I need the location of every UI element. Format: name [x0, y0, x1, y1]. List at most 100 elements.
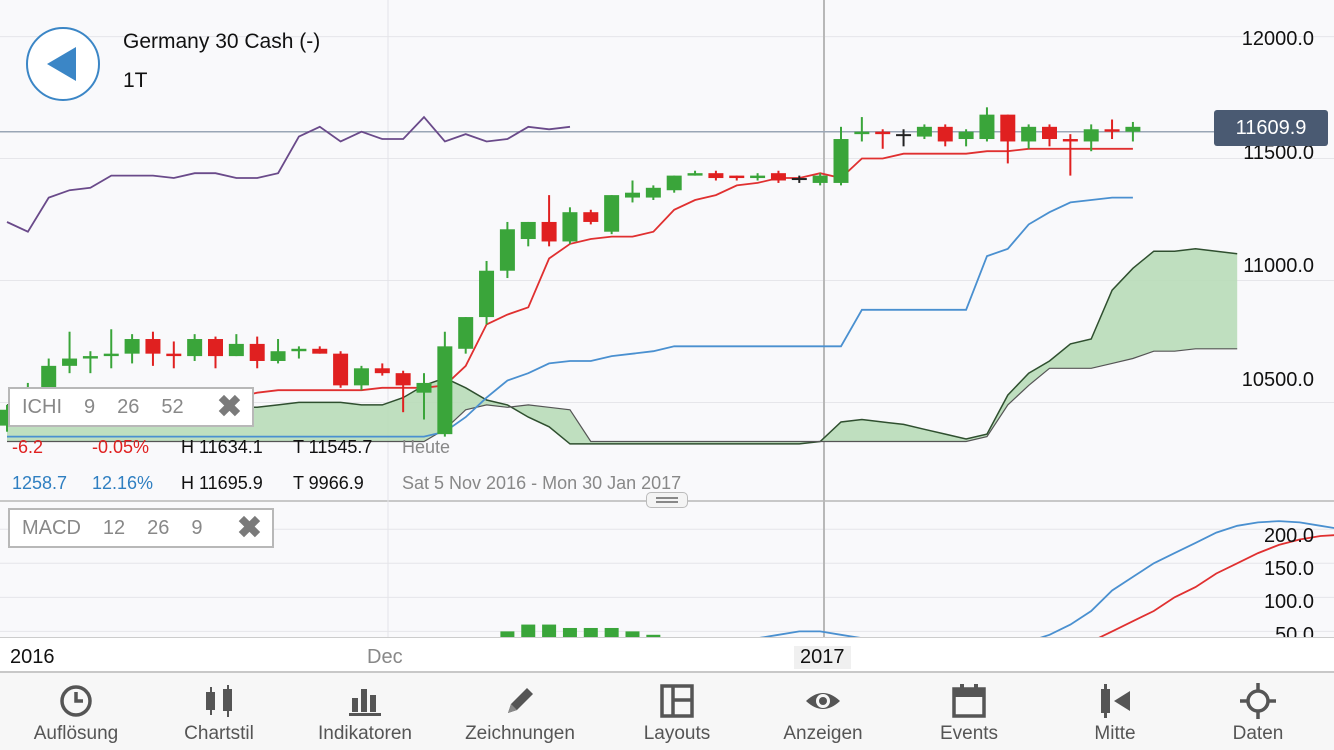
- toolbar-label: Layouts: [643, 723, 711, 744]
- eye-icon: [806, 693, 840, 709]
- candle-body: [541, 221, 557, 242]
- candle-body: [374, 368, 390, 374]
- candle-body: [145, 339, 161, 354]
- macd-signal-line: [1096, 534, 1334, 638]
- candle-body: [208, 339, 223, 357]
- back-button[interactable]: [26, 27, 100, 101]
- macd-line: [755, 520, 1334, 638]
- senkou-span-b-line: [7, 348, 1238, 443]
- candle-body: [791, 178, 807, 181]
- indicator-param: 26: [147, 516, 170, 539]
- today-range: Heute: [402, 437, 451, 457]
- period-range: Sat 5 Nov 2016 - Mon 30 Jan 2017: [402, 473, 682, 493]
- timeframe-label[interactable]: 1T: [123, 69, 148, 92]
- candle-body: [875, 131, 891, 135]
- macd-histogram-bar: [542, 624, 557, 640]
- bottom-toolbar: Auflösung Chartstil Indikatoren Zeichnun…: [0, 671, 1334, 750]
- macd-histogram-bar: [604, 627, 619, 640]
- pane-resize-handle[interactable]: [646, 492, 688, 508]
- candle-body: [124, 339, 140, 354]
- macd-histogram-bar: [500, 631, 515, 640]
- candle-body: [958, 131, 974, 140]
- price-chart[interactable]: [0, 0, 1334, 670]
- candle-body: [1104, 129, 1120, 132]
- candle-body: [479, 270, 495, 318]
- toolbar-daten[interactable]: Daten: [1184, 673, 1332, 750]
- candle-body: [562, 212, 578, 242]
- today-high: H 11634.1: [181, 437, 263, 457]
- time-axis-label: Dec: [367, 646, 403, 668]
- toolbar-indikatoren[interactable]: Indikatoren: [291, 673, 439, 750]
- candle-body: [291, 348, 307, 352]
- candle-body: [625, 192, 640, 198]
- calendar-icon: [952, 684, 986, 718]
- indicator-param: 12: [102, 516, 126, 539]
- current-price-badge: 11609.9: [1214, 110, 1328, 146]
- price-axis-label: 12000.0: [1241, 28, 1314, 50]
- candle-body: [458, 317, 474, 349]
- toolbar-layouts[interactable]: Layouts: [603, 673, 751, 750]
- candle-body: [499, 229, 515, 271]
- candle-body: [854, 131, 870, 135]
- candle-body: [916, 126, 932, 137]
- toolbar-label: Daten: [1232, 723, 1284, 744]
- macd-axis-label: 100.0: [1263, 591, 1314, 613]
- candle-body: [1000, 114, 1016, 142]
- layout-icon: [660, 684, 694, 718]
- candle-body: [249, 343, 265, 361]
- indicator-name: MACD: [22, 516, 81, 539]
- toolbar-chartstil[interactable]: Chartstil: [145, 673, 293, 750]
- close-icon[interactable]: ✖: [236, 511, 262, 545]
- candle-body: [103, 353, 119, 357]
- toolbar-label: Indikatoren: [317, 723, 412, 744]
- toolbar-label: Anzeigen: [783, 723, 863, 744]
- crosshair-icon: [1240, 683, 1276, 719]
- candle-body: [416, 382, 432, 393]
- toolbar-aufloesung[interactable]: Auflösung: [2, 673, 150, 750]
- macd-axis-label: 200.0: [1263, 525, 1314, 547]
- candle-body: [270, 351, 286, 361]
- candle-body: [833, 139, 849, 183]
- candle-body: [41, 365, 57, 388]
- macd-histogram-bar: [562, 627, 577, 640]
- toolbar-events[interactable]: Events: [895, 673, 1043, 750]
- macd-indicator-box[interactable]: MACD 12 26 9 ✖: [8, 508, 274, 548]
- candle-body: [750, 175, 766, 179]
- pencil-icon: [508, 688, 533, 713]
- candle-body: [82, 356, 98, 359]
- toolbar-mitte[interactable]: Mitte: [1041, 673, 1189, 750]
- back-arrow-icon: [47, 47, 76, 81]
- candlestick-icon: [206, 685, 232, 717]
- macd-histogram-bar: [521, 624, 536, 640]
- macd-histogram-bar: [583, 627, 598, 640]
- candle-body: [1042, 126, 1057, 140]
- candle-body: [437, 346, 453, 435]
- period-low: T 9966.9: [293, 473, 364, 493]
- indicator-param: 52: [161, 395, 184, 418]
- candle-body: [312, 348, 328, 354]
- toolbar-label: Mitte: [1094, 723, 1136, 744]
- toolbar-anzeigen[interactable]: Anzeigen: [749, 673, 897, 750]
- candle-body: [62, 358, 78, 366]
- candle-body: [166, 353, 182, 357]
- close-icon[interactable]: ✖: [216, 390, 242, 424]
- candle-body: [770, 173, 786, 181]
- today-change-pct: -0.05%: [92, 437, 150, 457]
- macd-histogram-bar: [625, 631, 640, 640]
- candle-body: [1021, 126, 1037, 142]
- candle-body: [187, 339, 203, 357]
- price-axis-label: 10500.0: [1241, 369, 1314, 391]
- toolbar-zeichnungen[interactable]: Zeichnungen: [446, 673, 594, 750]
- ichimoku-indicator-box[interactable]: ICHI 9 26 52 ✖: [8, 387, 254, 427]
- candle-body: [228, 343, 244, 357]
- kijun-sen-line: [7, 196, 1133, 438]
- candle-body: [937, 126, 953, 142]
- candle-body: [645, 187, 661, 198]
- toolbar-label: Auflösung: [33, 723, 119, 744]
- candle-body: [729, 175, 745, 179]
- candle-body: [979, 114, 995, 140]
- candle-body: [353, 368, 369, 386]
- price-axis-label: 11500.0: [1243, 142, 1314, 164]
- clock-icon: [60, 685, 92, 717]
- today-change: -6.2: [12, 437, 44, 457]
